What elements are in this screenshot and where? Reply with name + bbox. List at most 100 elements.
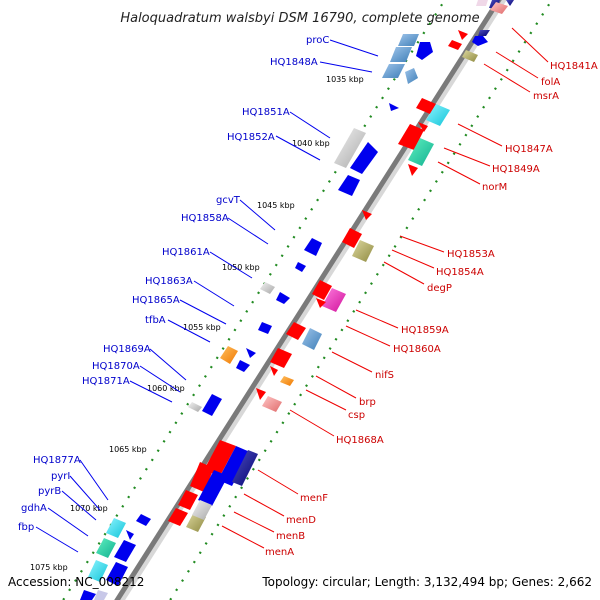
gene-HQ1877A	[136, 514, 151, 526]
reverse-gene-labels: HQ1841A folA msrA HQ1847A HQ1849A norM H…	[221, 27, 598, 558]
gene-menF	[204, 440, 236, 476]
gene-HQ1871A	[188, 402, 202, 412]
gene-label: HQ1870A	[92, 361, 140, 372]
gene-label: HQ1859A	[401, 325, 449, 336]
gene-arrow	[246, 348, 256, 358]
gene-HQ1870A	[236, 360, 250, 372]
gene-arrow	[478, 30, 490, 36]
scale-label: 1035 kbp	[326, 75, 364, 84]
gene-arrow	[202, 394, 222, 416]
gene-HQ1860A	[302, 328, 322, 350]
gene-arrow	[350, 142, 378, 174]
gene-arrow	[126, 530, 134, 540]
gene-arrow	[94, 590, 108, 600]
gene-label: menD	[286, 515, 316, 526]
map-title: Haloquadratum walsbyi DSM 16790, complet…	[120, 11, 479, 26]
gene-label: degP	[427, 283, 452, 294]
gene-label: csp	[348, 410, 365, 421]
gene-label: HQ1849A	[492, 164, 540, 175]
gene-pyrB	[96, 538, 116, 558]
gene-label: HQ1860A	[393, 344, 441, 355]
gene-arrow	[338, 175, 360, 196]
gene-menD	[190, 462, 214, 492]
gene-HQ1852A	[334, 128, 366, 168]
gene-label: HQ1841A	[550, 61, 598, 72]
gene-HQ1859A	[322, 288, 346, 312]
gene-label: menF	[300, 493, 328, 504]
gene-label: tfbA	[145, 315, 166, 326]
gene-proC	[398, 34, 419, 46]
gene-norM	[408, 164, 418, 176]
gene-arrow	[476, 0, 488, 6]
gene-tfbA	[258, 322, 272, 334]
gene-label: HQ1851A	[242, 107, 290, 118]
gene-arrow	[458, 30, 468, 40]
gene-arrow	[312, 280, 332, 300]
gene-label: gcvT	[216, 195, 241, 206]
gene-msrA	[462, 50, 478, 62]
gene-HQ1848A-a	[390, 47, 412, 62]
gene-label: pyrI	[51, 471, 70, 482]
gene-menB	[178, 490, 198, 510]
gene-label: gdhA	[21, 503, 47, 514]
gene-brp	[270, 366, 278, 376]
scale-label: 1045 kbp	[257, 201, 295, 210]
forward-gene-labels: proC HQ1848A HQ1851A HQ1852A gcvT HQ1858…	[18, 35, 379, 553]
forward-strand-genes	[80, 0, 500, 600]
accession-label: Accession: NC_008212	[8, 575, 144, 589]
gene-arrow	[256, 388, 266, 400]
genome-backbone	[114, 0, 502, 600]
scale-label: 1060 kbp	[147, 384, 185, 393]
gene-label: HQ1847A	[505, 144, 553, 155]
scale-label: 1050 kbp	[222, 263, 260, 272]
gene-label: menB	[276, 531, 305, 542]
gene-arrow	[80, 590, 96, 600]
gene-label: proC	[306, 35, 329, 46]
gene-label: HQ1852A	[227, 132, 275, 143]
gene-HQ1851A	[389, 103, 399, 111]
gene-arrow	[405, 68, 418, 84]
gene-gdhA	[88, 560, 108, 582]
gene-HQ1847A	[416, 98, 436, 114]
gene-label: msrA	[533, 91, 559, 102]
scale-label: 1055 kbp	[183, 323, 221, 332]
gene-arrow	[286, 322, 306, 340]
gene-HQ1861A	[295, 262, 306, 272]
gene-label: HQ1865A	[132, 295, 180, 306]
gene-label: brp	[359, 397, 376, 408]
gene-HQ1854A	[352, 240, 374, 262]
gene-arrow	[398, 124, 424, 150]
gene-arrow	[506, 0, 514, 6]
gene-arrow	[362, 210, 372, 220]
gene-HQ1865A	[276, 292, 290, 304]
scale-label: 1040 kbp	[292, 139, 330, 148]
gene-label: HQ1853A	[447, 249, 495, 260]
gene-label: HQ1848A	[270, 57, 318, 68]
gene-label: HQ1877A	[33, 455, 81, 466]
gene-arrow	[232, 450, 258, 486]
gene-arrow	[192, 500, 212, 520]
gene-folA	[448, 40, 462, 50]
reverse-strand-genes	[168, 0, 514, 532]
gene-HQ1848A-b	[382, 64, 405, 78]
gene-HQ1853A	[342, 228, 362, 248]
gene-label: HQ1861A	[162, 247, 210, 258]
gene-arrow	[168, 508, 188, 526]
gene-label: menA	[265, 547, 294, 558]
gene-label: HQ1863A	[145, 276, 193, 287]
gene-nifS	[270, 348, 292, 368]
scale-labels: 1035 kbp 1040 kbp 1045 kbp 1050 kbp 1055…	[30, 75, 364, 572]
gene-csp	[280, 376, 294, 386]
gene-arrow	[418, 122, 428, 132]
gene-arrow	[472, 36, 488, 46]
scale-label: 1075 kbp	[30, 563, 68, 572]
gene-label: HQ1858A	[181, 213, 229, 224]
gene-HQ1869A	[220, 346, 238, 364]
gene-label: HQ1869A	[103, 344, 151, 355]
tick-ring-inner	[61, 0, 447, 600]
gene-label: HQ1868A	[336, 435, 384, 446]
scale-label: 1065 kbp	[109, 445, 147, 454]
gene-label: HQ1854A	[436, 267, 484, 278]
gene-arrow	[198, 470, 228, 506]
gene-HQ1868A	[262, 396, 282, 412]
